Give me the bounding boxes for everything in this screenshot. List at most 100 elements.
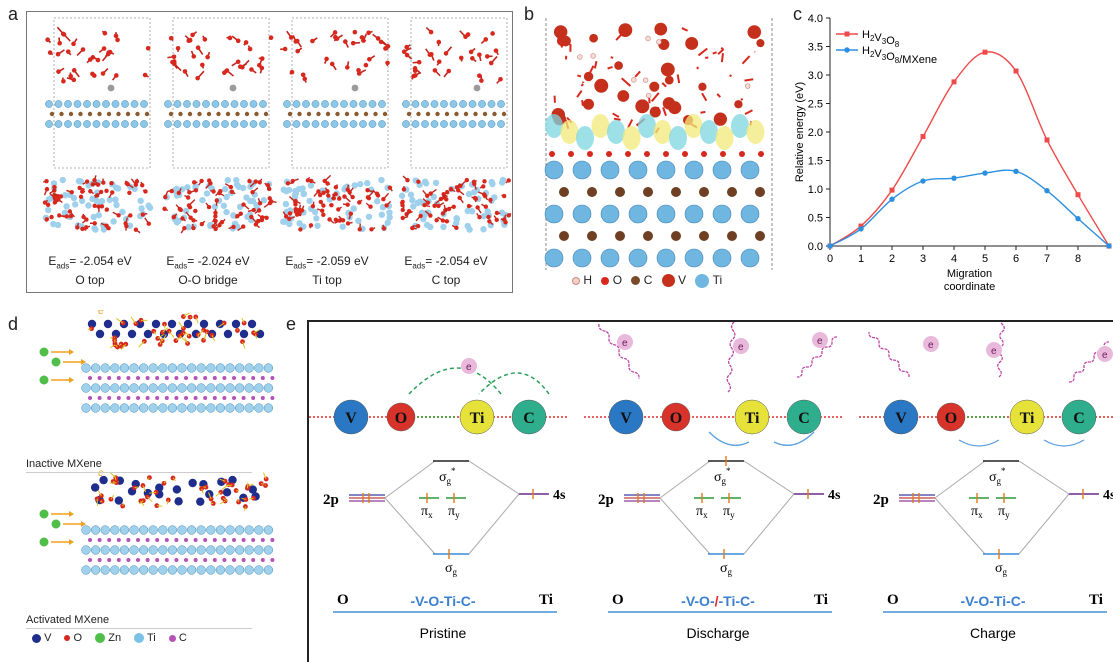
ti-atom bbox=[197, 404, 206, 413]
ti-atom bbox=[264, 566, 273, 575]
ti-atom bbox=[83, 120, 90, 127]
o-atom bbox=[260, 66, 265, 71]
c-atom bbox=[136, 538, 140, 542]
ti-atom bbox=[254, 566, 263, 575]
ti-atom bbox=[340, 223, 346, 229]
charge-isosurface bbox=[654, 120, 672, 144]
ti-atom bbox=[306, 198, 312, 204]
ti-atom bbox=[164, 120, 171, 127]
o-atom bbox=[185, 341, 190, 346]
c-atom bbox=[270, 396, 274, 400]
o-atom bbox=[400, 200, 404, 204]
o-atom bbox=[188, 38, 193, 43]
ti-atom bbox=[545, 205, 563, 223]
ti-atom bbox=[685, 161, 703, 179]
ti-atom bbox=[55, 120, 62, 127]
ti-atom bbox=[120, 404, 129, 413]
o-atom bbox=[110, 190, 114, 194]
o-atom bbox=[250, 190, 254, 194]
ti-atom bbox=[264, 526, 273, 535]
ti-atom bbox=[130, 404, 139, 413]
v-atom bbox=[152, 320, 160, 328]
o-atom bbox=[205, 55, 210, 60]
data-point-s1-2 bbox=[890, 188, 895, 193]
c-atom bbox=[242, 396, 246, 400]
ti-atom bbox=[321, 100, 328, 107]
ti-atom bbox=[302, 100, 309, 107]
o-atom bbox=[260, 215, 264, 219]
charge-isosurface bbox=[747, 120, 765, 144]
electron-transfer-arrow bbox=[479, 373, 549, 394]
ti-atom bbox=[139, 404, 148, 413]
ti-atom bbox=[187, 404, 196, 413]
o-atom bbox=[257, 208, 261, 212]
ti-atom bbox=[280, 219, 286, 225]
bond bbox=[678, 74, 680, 83]
panel-b-letter: b bbox=[524, 4, 534, 25]
sigma-label: σg bbox=[445, 561, 458, 577]
atom-o-label: O bbox=[670, 410, 682, 427]
ti-atom bbox=[158, 364, 167, 373]
discharge-electron-3-label: e bbox=[817, 336, 823, 347]
data-point-s1-7 bbox=[1045, 137, 1050, 142]
c-atom bbox=[126, 376, 130, 380]
ti-atom bbox=[216, 566, 225, 575]
ti-atom bbox=[629, 161, 647, 179]
ti-atom bbox=[254, 404, 263, 413]
o-atom bbox=[163, 195, 167, 199]
c-atom bbox=[232, 538, 236, 542]
ti-atom bbox=[331, 100, 338, 107]
bond bbox=[582, 100, 583, 106]
o-atom bbox=[479, 78, 484, 83]
ti-atom bbox=[140, 120, 147, 127]
x-tick-label: 0 bbox=[827, 253, 833, 265]
c-atom bbox=[492, 112, 496, 116]
ti-atom bbox=[158, 384, 167, 393]
ti-atom bbox=[187, 384, 196, 393]
ti-atom bbox=[101, 526, 110, 535]
c-atom bbox=[251, 376, 255, 380]
right-atom-label: Ti bbox=[1089, 592, 1103, 608]
o-atom bbox=[128, 213, 132, 217]
o-atom bbox=[300, 208, 304, 212]
o-atom bbox=[568, 151, 574, 157]
ti-atom bbox=[168, 404, 177, 413]
ads-energy-value-3: -2.059 eV bbox=[317, 254, 369, 268]
ti-atom bbox=[216, 546, 225, 555]
o-atom bbox=[99, 190, 103, 194]
o-atom bbox=[116, 213, 120, 217]
ti-atom bbox=[216, 526, 225, 535]
o-atom bbox=[104, 223, 108, 227]
ti-atom bbox=[421, 120, 428, 127]
unit-cell-outline bbox=[292, 18, 388, 168]
ti-atom bbox=[110, 566, 119, 575]
o-atom bbox=[663, 151, 669, 157]
c-atom bbox=[188, 112, 192, 116]
ti-atom bbox=[140, 100, 147, 107]
h-atom bbox=[745, 84, 750, 89]
legend-d-ti-icon bbox=[134, 633, 144, 643]
c-atom bbox=[727, 187, 737, 197]
state-chain-2: -V-O-Ti-C- bbox=[960, 593, 1025, 609]
o-atom bbox=[68, 209, 72, 213]
charge-isosurface bbox=[576, 126, 594, 150]
incoming-electron-path bbox=[727, 322, 735, 392]
o-atom bbox=[92, 178, 96, 182]
c-atom bbox=[155, 396, 159, 400]
ti-atom bbox=[601, 161, 619, 179]
ti-atom bbox=[245, 384, 254, 393]
panel-d-letter: d bbox=[8, 314, 18, 335]
ti-atom bbox=[357, 181, 363, 187]
ti-atom bbox=[469, 120, 476, 127]
o-atom bbox=[320, 209, 324, 213]
ti-atom bbox=[149, 546, 158, 555]
o-atom bbox=[141, 212, 145, 216]
o-atom bbox=[436, 40, 441, 45]
ti-atom bbox=[459, 120, 466, 127]
ti-atom bbox=[657, 249, 675, 267]
o-atom bbox=[169, 36, 174, 41]
v-atom bbox=[104, 320, 112, 328]
ti-atom bbox=[82, 546, 91, 555]
ti-atom bbox=[264, 546, 273, 555]
ti-atom bbox=[55, 100, 62, 107]
